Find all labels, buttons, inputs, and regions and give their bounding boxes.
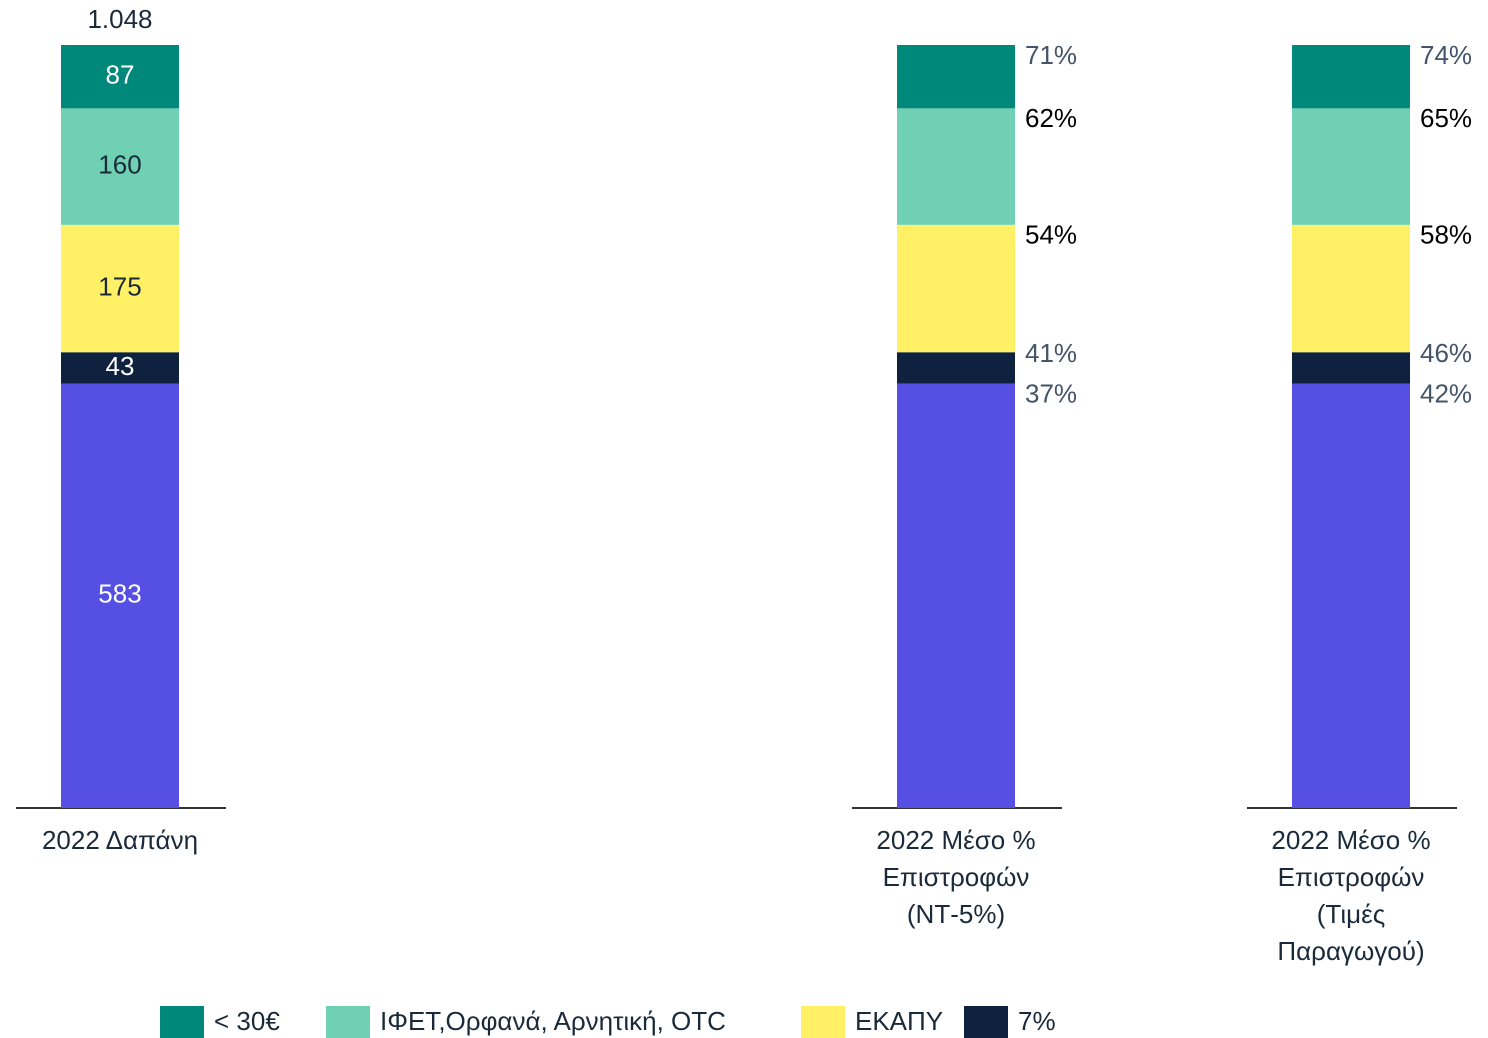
bar-segment (1292, 383, 1410, 808)
legend-label: ΙΦΕΤ,Ορφανά, Αρνητική, OTC (380, 1006, 726, 1036)
total-label: 1.048 (87, 4, 152, 34)
x-tick-label: (Τιμές (1317, 899, 1385, 929)
x-tick-label: Επιστροφών (883, 862, 1030, 892)
x-tick-label: 2022 Μέσο % (876, 825, 1035, 855)
x-tick-label: 2022 Δαπάνη (42, 825, 198, 855)
bar-segment (1292, 45, 1410, 109)
rate-label: 46% (1420, 338, 1472, 368)
legend-swatch (326, 1006, 370, 1038)
rate-label: 58% (1420, 220, 1472, 250)
data-label: 583 (98, 579, 141, 609)
rate-label: 42% (1420, 378, 1472, 408)
bar-segment (1292, 224, 1410, 353)
bar-segment (897, 45, 1015, 109)
bar-segment (61, 108, 179, 225)
bar-segment (897, 108, 1015, 225)
bar-segment (61, 45, 179, 109)
bar-segment (61, 224, 179, 353)
x-tick-label: Παραγωγού) (1277, 936, 1424, 966)
rate-label: 37% (1025, 378, 1077, 408)
rate-label: 74% (1420, 40, 1472, 70)
legend-label: 7% (1018, 1006, 1056, 1036)
legend-swatch (801, 1006, 845, 1038)
rate-label: 65% (1420, 103, 1472, 133)
bar-segment (897, 383, 1015, 808)
data-label: 87 (106, 60, 135, 90)
rate-label: 41% (1025, 338, 1077, 368)
x-tick-label: Επιστροφών (1278, 862, 1425, 892)
bar-segment (897, 224, 1015, 353)
legend-label: ΕΚΑΠΥ (855, 1006, 943, 1036)
bar-segment (897, 352, 1015, 384)
data-label: 160 (98, 149, 141, 179)
x-tick-label: 2022 Μέσο % (1271, 825, 1430, 855)
legend-label: < 30€ (214, 1006, 280, 1036)
rate-label: 62% (1025, 103, 1077, 133)
data-label: 175 (98, 271, 141, 301)
rate-label: 54% (1025, 220, 1077, 250)
bar-segment (1292, 108, 1410, 225)
bar-segment (61, 352, 179, 384)
bar-segment (61, 383, 179, 808)
legend-swatch (964, 1006, 1008, 1038)
legend-swatch (160, 1006, 204, 1038)
bar-segment (1292, 352, 1410, 384)
data-label: 43 (106, 351, 135, 381)
rate-label: 71% (1025, 40, 1077, 70)
x-tick-label: (ΝΤ-5%) (907, 899, 1005, 929)
